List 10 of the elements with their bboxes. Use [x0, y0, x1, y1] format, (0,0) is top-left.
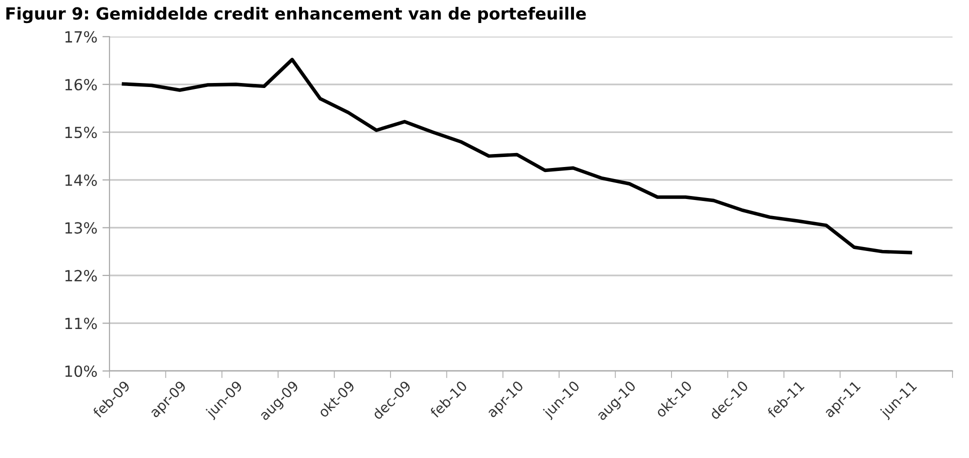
chart-title: Figuur 9: Gemiddelde credit enhancement van de portefeuille	[6, 6, 586, 24]
y-tick-label: 13%	[65, 222, 97, 234]
line-series	[122, 58, 912, 254]
y-tick-label: 15%	[65, 126, 97, 138]
y-tick-label: 16%	[65, 78, 97, 90]
y-tick-label: 11%	[65, 318, 97, 330]
y-tick-label: 12%	[65, 270, 97, 282]
y-tick-label: 10%	[65, 365, 97, 377]
y-tick-label: 14%	[65, 174, 97, 186]
y-tick-label: 17%	[65, 31, 97, 43]
